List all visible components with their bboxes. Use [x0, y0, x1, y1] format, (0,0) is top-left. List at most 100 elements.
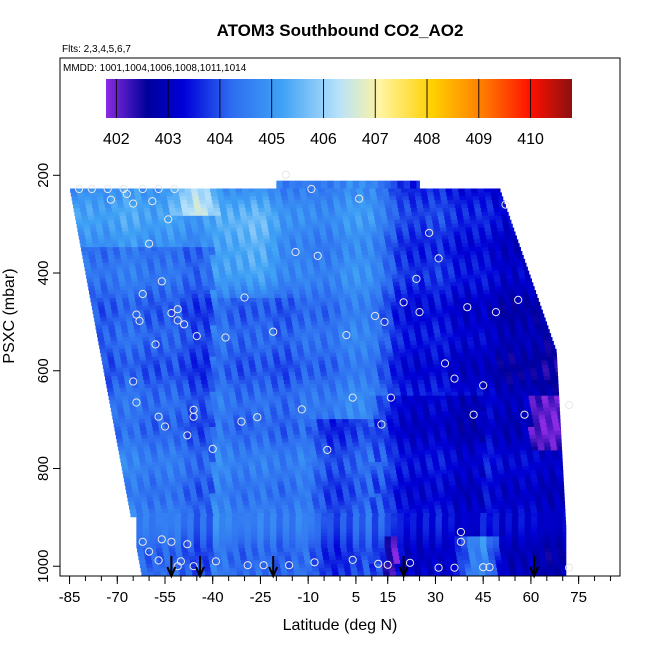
heatmap-cell	[157, 247, 165, 252]
heatmap-cell	[493, 340, 500, 346]
heatmap-cell	[167, 196, 174, 201]
heatmap-cell	[191, 227, 199, 232]
heatmap-cell	[480, 309, 488, 314]
heatmap-cell	[307, 231, 314, 236]
heatmap-cell	[406, 387, 414, 393]
heatmap-cell	[415, 438, 423, 443]
heatmap-cell	[160, 231, 168, 236]
heatmap-cell	[302, 274, 310, 279]
heatmap-cell	[381, 458, 388, 463]
heatmap-cell	[246, 317, 254, 322]
heatmap-cell	[281, 266, 289, 271]
heatmap-cell	[138, 215, 146, 221]
heatmap-cell	[265, 211, 273, 217]
heatmap-cell	[357, 430, 364, 436]
heatmap-cell	[538, 344, 546, 350]
heatmap-cell	[277, 380, 285, 385]
heatmap-cell	[371, 442, 379, 447]
heatmap-cell	[303, 415, 310, 420]
heatmap-cell	[422, 200, 430, 205]
heatmap-cell	[115, 364, 123, 369]
heatmap-cell	[169, 313, 177, 318]
heatmap-cell	[293, 329, 301, 334]
heatmap-cell	[159, 290, 166, 295]
heatmap-cell	[532, 348, 540, 354]
heatmap-cell	[270, 411, 278, 416]
heatmap-cell	[298, 321, 306, 326]
heatmap-cell	[166, 364, 174, 369]
heatmap-cell	[184, 254, 192, 260]
heatmap-cell	[357, 196, 365, 201]
heatmap-cell	[326, 337, 334, 342]
heatmap-cell	[125, 282, 133, 287]
heatmap-cell	[157, 215, 165, 221]
heatmap-cell	[219, 239, 227, 244]
heatmap-cell	[508, 356, 516, 361]
heatmap-cell	[322, 380, 329, 385]
heatmap-cell	[476, 321, 484, 326]
heatmap-cell	[441, 200, 449, 205]
heatmap-cell	[169, 243, 177, 248]
heatmap-cell	[469, 383, 476, 389]
heatmap-cell	[238, 407, 245, 412]
heatmap-cell	[229, 258, 237, 264]
heatmap-cell	[110, 407, 118, 412]
heatmap-cell	[293, 364, 301, 369]
heatmap-cell	[505, 376, 513, 381]
heatmap-cell	[397, 372, 404, 377]
heatmap-cell	[502, 290, 510, 295]
heatmap-cell	[242, 223, 249, 228]
heatmap-cell	[509, 258, 517, 264]
heatmap-cell	[441, 235, 449, 240]
heatmap-cell	[208, 211, 215, 217]
heatmap-cell	[481, 208, 488, 213]
heatmap-cell	[491, 368, 499, 373]
heatmap-cell	[517, 333, 524, 338]
heatmap-cell	[555, 434, 562, 440]
heatmap-cell	[439, 294, 447, 299]
heatmap-cell	[127, 223, 135, 228]
heatmap-cell	[470, 426, 478, 432]
heatmap-cell	[533, 321, 541, 326]
heatmap-cell	[511, 372, 519, 377]
heatmap-cell	[273, 290, 281, 295]
heatmap-cell	[359, 446, 367, 451]
heatmap-cell	[353, 309, 361, 314]
heatmap-cell	[112, 278, 120, 283]
heatmap-cell	[211, 227, 218, 232]
heatmap-cell	[257, 411, 265, 416]
heatmap-cell	[295, 204, 303, 209]
heatmap-cell	[156, 309, 164, 314]
heatmap-cell	[358, 372, 366, 377]
heatmap-cell	[247, 286, 255, 291]
heatmap-cell	[121, 329, 129, 334]
heatmap-cell	[130, 411, 138, 416]
heatmap-cell	[119, 387, 127, 393]
heatmap-cell	[114, 254, 122, 260]
heatmap-cell	[305, 219, 312, 225]
heatmap-cell	[153, 262, 161, 268]
heatmap-cell	[365, 340, 373, 346]
heatmap-cell	[434, 438, 442, 443]
heatmap-cell	[333, 407, 341, 412]
heatmap-cell	[161, 403, 168, 408]
heatmap-cell	[130, 442, 137, 447]
heatmap-cell	[197, 188, 205, 193]
heatmap-cell	[410, 305, 417, 311]
heatmap-cell	[496, 391, 503, 397]
heatmap-cell	[438, 286, 446, 291]
heatmap-cell	[119, 282, 127, 287]
heatmap-cell	[552, 352, 557, 357]
heatmap-cell	[243, 403, 251, 408]
heatmap-cell	[118, 278, 126, 283]
heatmap-cell	[179, 368, 187, 373]
heatmap-cell	[180, 266, 187, 271]
heatmap-cell	[388, 188, 396, 193]
heatmap-cell	[369, 430, 377, 436]
heatmap-cell	[208, 247, 216, 252]
heatmap-cell	[157, 352, 165, 357]
heatmap-cell	[375, 258, 383, 264]
heatmap-cell	[368, 391, 376, 397]
heatmap-cell	[222, 325, 230, 330]
heatmap-cell	[162, 411, 170, 416]
